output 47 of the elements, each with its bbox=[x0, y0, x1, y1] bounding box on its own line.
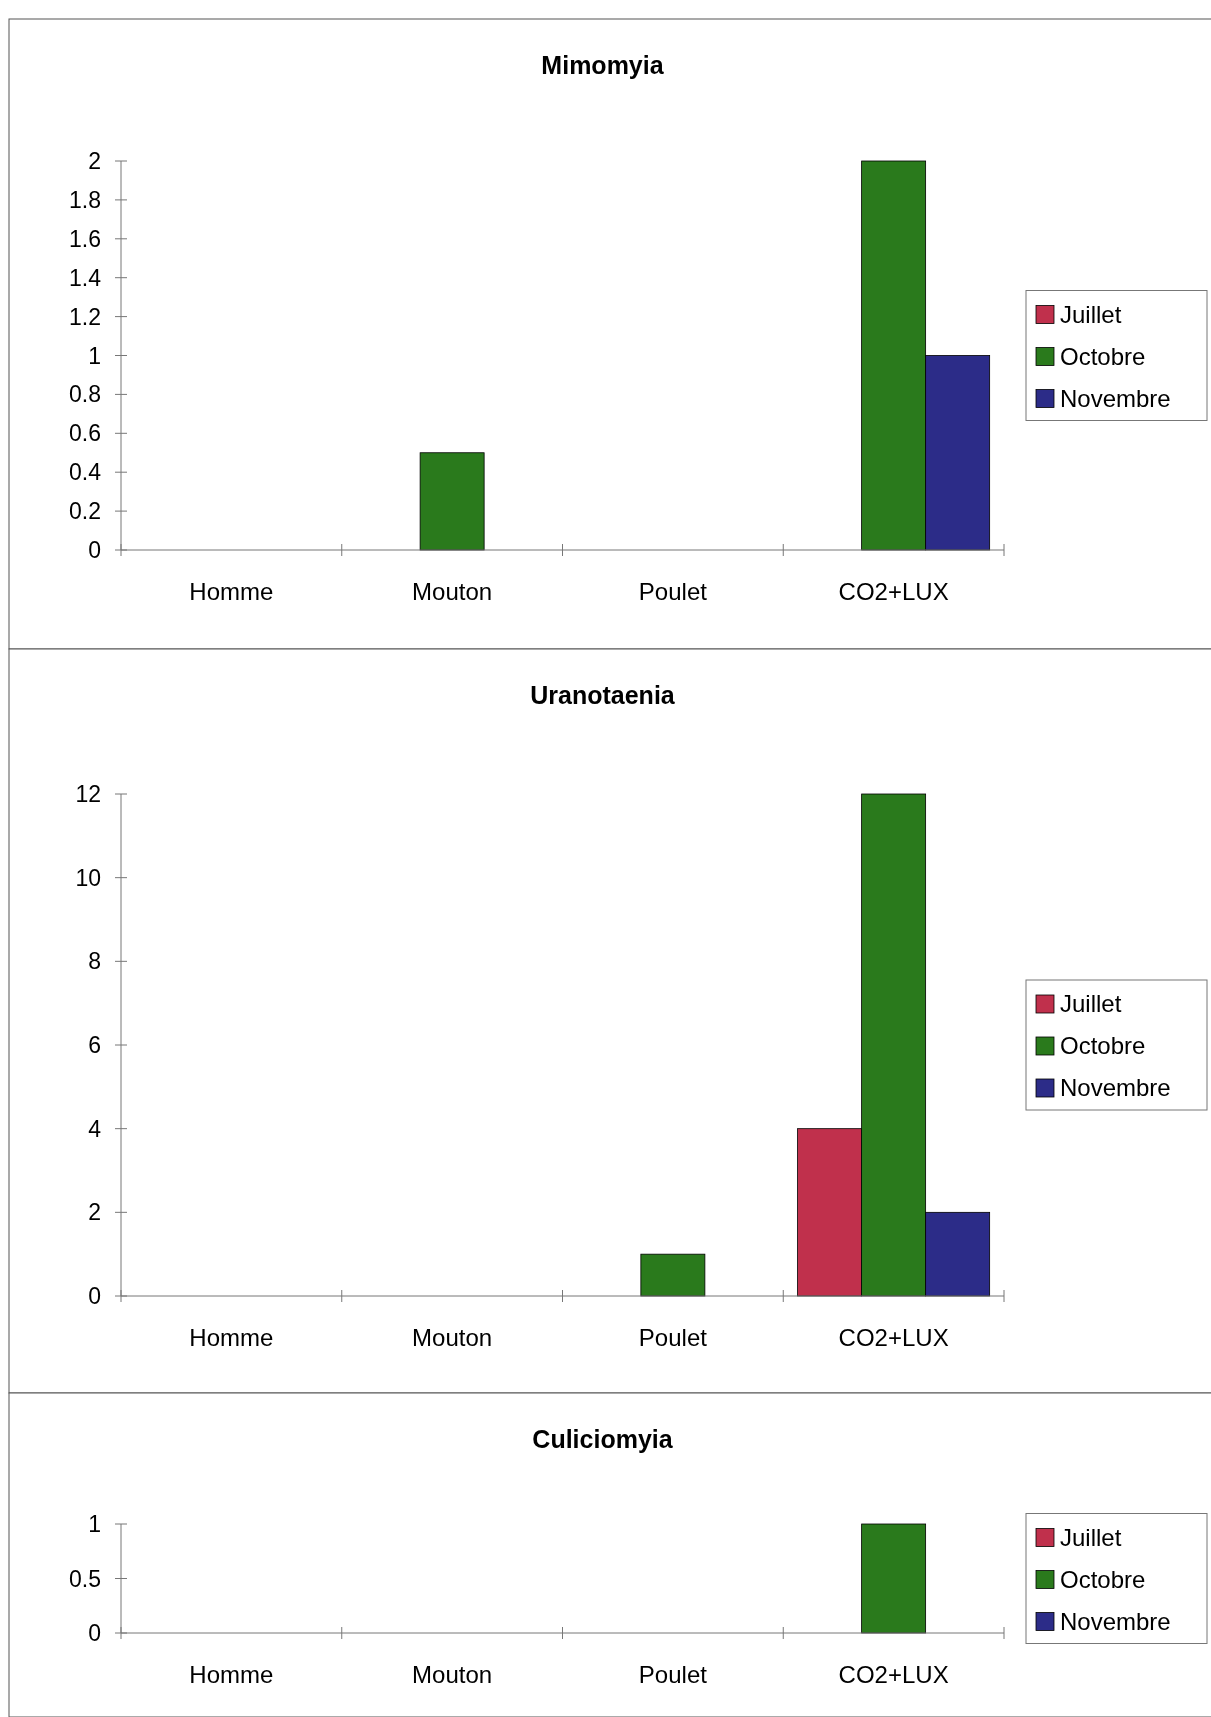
y-tick-label: 1 bbox=[88, 342, 101, 369]
x-tick-label: Homme bbox=[189, 578, 274, 605]
x-tick-label: Poulet bbox=[638, 578, 708, 605]
y-tick-label: 4 bbox=[88, 1115, 102, 1142]
x-tick-label: CO2+LUX bbox=[838, 1661, 949, 1688]
chart-title: Uranotaenia bbox=[530, 681, 676, 709]
y-tick-label: 2 bbox=[88, 1199, 101, 1226]
legend-label: Juillet bbox=[1060, 990, 1122, 1018]
y-tick-label: 6 bbox=[88, 1032, 101, 1059]
y-tick-label: 10 bbox=[75, 864, 101, 891]
y-tick-label: 0 bbox=[88, 537, 101, 564]
y-tick-label: 0 bbox=[88, 1620, 101, 1647]
chart-title: Mimomyia bbox=[541, 51, 665, 79]
x-tick-label: Poulet bbox=[638, 1324, 708, 1351]
y-tick-label: 0.2 bbox=[69, 498, 101, 525]
x-tick-label: Mouton bbox=[412, 578, 493, 605]
y-tick-label: 0.8 bbox=[69, 381, 101, 408]
y-tick-label: 1.8 bbox=[69, 186, 101, 213]
x-tick-label: Homme bbox=[189, 1324, 274, 1351]
y-tick-label: 0.4 bbox=[69, 459, 102, 486]
x-tick-label: Mouton bbox=[412, 1324, 493, 1351]
y-tick-label: 0.6 bbox=[69, 420, 101, 447]
legend-label: Octobre bbox=[1060, 1565, 1146, 1593]
y-tick-label: 1 bbox=[88, 1511, 101, 1538]
y-tick-label: 2 bbox=[88, 148, 101, 175]
legend-label: Novembre bbox=[1060, 1607, 1171, 1635]
legend-label: Juillet bbox=[1060, 300, 1122, 328]
y-tick-label: 1.2 bbox=[69, 303, 101, 330]
x-tick-label: Poulet bbox=[638, 1661, 708, 1688]
y-tick-label: 0 bbox=[88, 1283, 101, 1310]
x-tick-label: Mouton bbox=[412, 1661, 493, 1688]
x-tick-label: CO2+LUX bbox=[838, 578, 949, 605]
y-tick-label: 1.6 bbox=[69, 225, 101, 252]
y-tick-label: 8 bbox=[88, 948, 101, 975]
bar bbox=[419, 452, 485, 551]
x-tick-label: Homme bbox=[189, 1661, 274, 1688]
x-tick-label: CO2+LUX bbox=[838, 1324, 949, 1351]
bar bbox=[640, 1253, 706, 1297]
chart-title: Culiciomyia bbox=[532, 1425, 674, 1453]
y-tick-label: 12 bbox=[75, 781, 101, 808]
y-tick-label: 0.5 bbox=[69, 1565, 101, 1592]
legend-label: Octobre bbox=[1060, 1032, 1146, 1060]
legend-label: Novembre bbox=[1060, 1074, 1171, 1102]
legend-label: Juillet bbox=[1060, 1523, 1122, 1551]
y-tick-label: 1.4 bbox=[69, 264, 102, 291]
legend-label: Octobre bbox=[1060, 342, 1146, 370]
legend-label: Novembre bbox=[1060, 384, 1171, 412]
